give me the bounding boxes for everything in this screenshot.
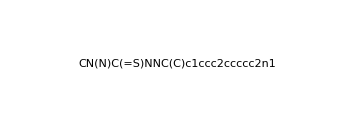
Text: CN(N)C(=S)NNC(C)c1ccc2ccccc2n1: CN(N)C(=S)NNC(C)c1ccc2ccccc2n1 xyxy=(78,59,276,69)
